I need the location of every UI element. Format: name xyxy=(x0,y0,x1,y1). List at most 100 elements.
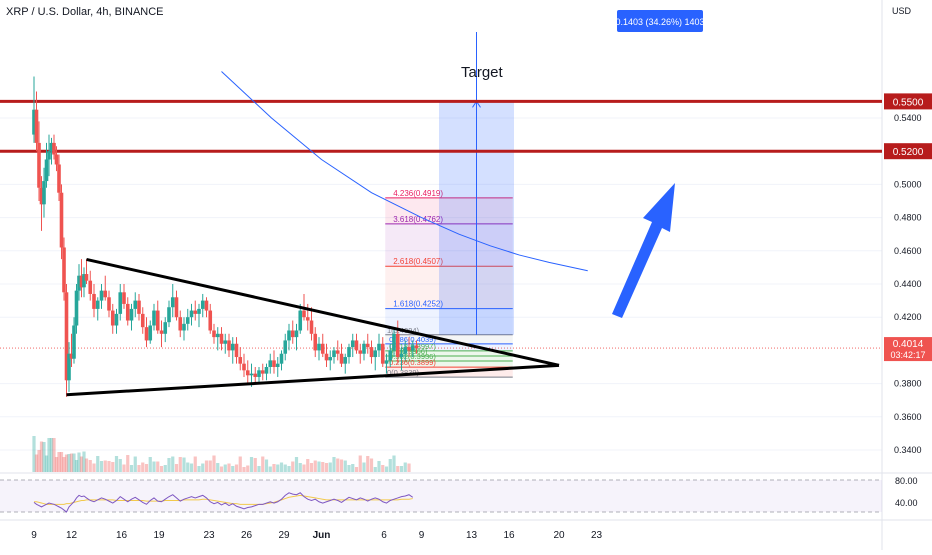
time-tick-label: 23 xyxy=(591,530,603,541)
volume-bar xyxy=(216,463,220,472)
volume-bar xyxy=(122,464,126,472)
volume-bar xyxy=(141,462,145,472)
candle-body xyxy=(140,313,145,328)
countdown-text: 03:42:17 xyxy=(890,350,925,360)
rsi-line xyxy=(33,492,414,513)
candle-body xyxy=(34,109,39,143)
volume-bar xyxy=(306,459,310,472)
volume-bar xyxy=(88,460,92,472)
candle-body xyxy=(122,292,126,304)
candle-body xyxy=(350,340,355,348)
volume-bar xyxy=(272,464,276,472)
fib-level-label: 0.236(0.3899) xyxy=(389,358,436,367)
volume-bar xyxy=(37,450,41,472)
volume-bar xyxy=(223,464,227,472)
candle-body xyxy=(37,142,41,188)
candle-body xyxy=(197,308,201,314)
target-arrow-shape xyxy=(612,183,675,318)
candle-body xyxy=(82,274,86,288)
candle-body xyxy=(264,367,269,374)
fib-level-label: 0.786(0.4039) xyxy=(389,335,436,344)
candles xyxy=(32,76,419,397)
fib-zone xyxy=(385,197,513,224)
candle-body xyxy=(324,353,329,361)
candle-body xyxy=(204,300,209,311)
candle-body xyxy=(388,350,393,361)
measure-box xyxy=(439,32,514,335)
volume-bar xyxy=(137,465,141,472)
volume-bar xyxy=(79,456,84,472)
candle-body xyxy=(384,360,389,364)
volume-bar xyxy=(246,465,250,472)
time-tick-label: 20 xyxy=(553,530,565,541)
volume-bar xyxy=(291,461,295,472)
time-tick-label: Jun xyxy=(313,530,331,541)
ma-line xyxy=(221,71,588,272)
volume-bar xyxy=(197,466,201,472)
fib-zone xyxy=(385,343,513,351)
triangle-lower-line xyxy=(66,363,560,397)
volume-bar xyxy=(47,438,51,472)
price-tick-label: 0.4200 xyxy=(894,312,922,322)
volume-bar xyxy=(354,467,359,472)
candle-body xyxy=(272,360,276,367)
volume-bar xyxy=(366,456,370,472)
volume-bar xyxy=(309,463,314,472)
volume-bar xyxy=(148,457,152,472)
volume-bar xyxy=(34,454,39,472)
volume-bar xyxy=(219,466,224,472)
candle-body xyxy=(380,343,385,364)
volume-bar xyxy=(129,465,134,472)
volume-bar xyxy=(201,463,205,472)
volume-bar xyxy=(324,463,329,472)
candle-body xyxy=(189,310,194,318)
time-axis[interactable]: 9 12 16 19 23 26 29 Jun 6 9 13 16 20 23 xyxy=(31,530,602,541)
volume-bar xyxy=(118,459,122,472)
candle-body xyxy=(339,353,344,364)
price-axis[interactable]: USD 0.5400 0.5000 0.4800 0.4600 0.4400 0.4200 0… xyxy=(884,6,932,455)
volume-bar xyxy=(49,438,54,472)
volume-bar xyxy=(64,454,69,472)
volume-bar xyxy=(133,456,137,472)
candle-body xyxy=(107,297,111,311)
time-tick-label: 16 xyxy=(116,530,128,541)
volume-bar xyxy=(388,459,392,472)
volume-bar xyxy=(182,457,186,472)
volume-bar xyxy=(362,462,366,472)
candle-body xyxy=(208,310,213,331)
candle-body xyxy=(227,340,231,351)
volume-bar xyxy=(399,466,404,472)
candle-body xyxy=(200,300,205,309)
volume-bar xyxy=(174,464,179,472)
volume-bar xyxy=(189,463,194,472)
volume-bar xyxy=(403,462,407,472)
resistance-badge xyxy=(884,93,932,110)
volume-bar xyxy=(39,441,44,472)
volume-bar xyxy=(74,460,79,472)
resistance-badge xyxy=(884,143,932,160)
candle-body xyxy=(242,363,246,371)
candle-body xyxy=(354,340,359,351)
volume-bar xyxy=(287,466,291,472)
price-tick-label: 0.4600 xyxy=(894,246,922,256)
volume-bar xyxy=(264,459,269,472)
rsi-tick-label: 80.00 xyxy=(895,476,918,486)
candle-body xyxy=(410,345,415,351)
price-tick-label: 0.5000 xyxy=(894,179,922,189)
time-tick-label: 29 xyxy=(278,530,290,541)
candle-body xyxy=(245,370,250,376)
candle-body xyxy=(44,159,49,182)
candle-body xyxy=(305,317,310,321)
candle-body xyxy=(144,327,149,341)
volume-bar xyxy=(99,461,104,472)
volume-bar xyxy=(373,467,377,472)
volume-bar xyxy=(347,465,351,472)
symbol-title[interactable]: XRP / U.S. Dollar, 4h, BINANCE xyxy=(6,6,164,18)
candle-body xyxy=(320,343,325,354)
candle-body xyxy=(215,333,220,338)
volume-bar xyxy=(227,463,231,472)
candle-body xyxy=(399,353,404,358)
candle-body xyxy=(193,310,198,314)
last-price-badge xyxy=(884,337,932,362)
volume-bar xyxy=(171,456,175,472)
